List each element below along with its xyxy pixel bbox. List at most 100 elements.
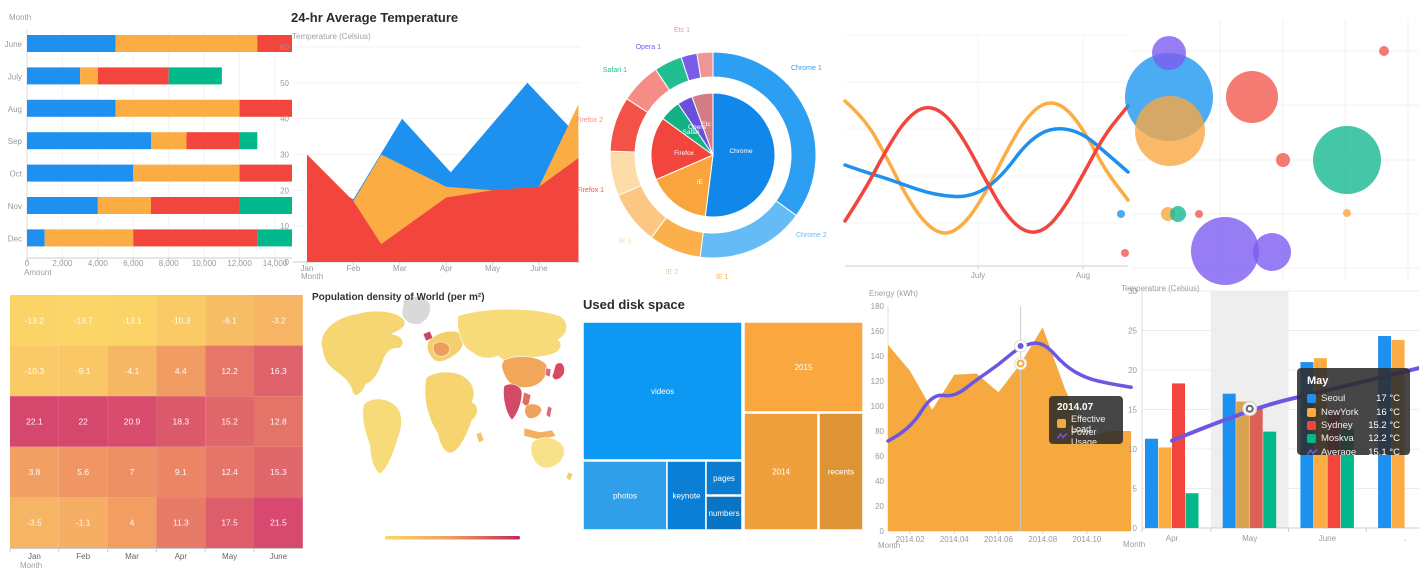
map-north-america (321, 310, 406, 396)
axis-label: June (530, 264, 548, 273)
axis-label: Feb (76, 552, 90, 561)
city-bar (1249, 407, 1263, 528)
axis-label: 30 (280, 151, 289, 160)
axis-label: May (1242, 534, 1257, 543)
heatmap-cell (205, 295, 254, 346)
heatmap-cell (10, 345, 59, 397)
pie-outer-label: IE 3 (619, 238, 632, 245)
red-area (307, 154, 579, 262)
axis-label: Dec (8, 234, 22, 243)
pie-outer-label: Opera 1 (636, 44, 661, 51)
bar-segment (27, 99, 116, 117)
bar-segment (257, 35, 292, 52)
axis-label: July (8, 72, 22, 81)
world-density-map[interactable] (321, 296, 574, 540)
heatmap-value: -6.1 (222, 315, 237, 325)
energy-xaxis-name: Month (878, 541, 901, 550)
heatmap-cell (254, 396, 303, 447)
heatmap-value: 12.4 (221, 467, 238, 477)
axis-label: Feb (347, 264, 361, 273)
tooltip-value: 15.1 °C (1368, 446, 1400, 455)
treemap-label: recents (828, 468, 854, 477)
effective-load-icon (1057, 419, 1066, 428)
bar-segment (27, 197, 98, 214)
heatmap-cell (156, 446, 206, 498)
city-bar (1185, 493, 1199, 528)
map-china (501, 356, 548, 388)
map-greenland (401, 296, 431, 325)
axis-label: July (971, 271, 985, 280)
pie-slice (655, 154, 714, 218)
treemap-node (666, 460, 707, 531)
bubble (1135, 96, 1205, 166)
heatmap-cell (58, 497, 108, 548)
axis-label: Nov (8, 202, 22, 211)
bar-segment (27, 164, 134, 182)
hbar-yaxis-name: Month (9, 13, 32, 22)
heatmap-value: 22.1 (26, 417, 43, 427)
heatmap-value: -10.3 (171, 315, 191, 325)
map-colorbar[interactable] (385, 536, 520, 540)
pie-slice (704, 92, 776, 218)
heatmap-cell (58, 345, 108, 397)
stacked-bar-chart[interactable]: 0 2,000 4,000 6,000 8,000 10,000 12,000 14,000 J… (5, 30, 292, 268)
tooltip-value: 12.2 °C (1368, 433, 1400, 445)
red-line (843, 104, 1130, 234)
heatmap-cell (205, 497, 254, 548)
map-korea (544, 367, 552, 378)
axis-label: 140 (871, 352, 885, 361)
temperature-heatmap[interactable]: -13.2 -13.7 -13.1 -10.3 -6.1 -3.2 -10.3 -9.1 -4.… (9, 295, 303, 561)
pie-outer-label: IE 1 (716, 274, 729, 281)
bar-segment (115, 35, 258, 52)
heatmap-cell (107, 497, 157, 548)
hbar-xaxis-name: Amount (24, 268, 52, 277)
pie-inner-label: Chrome (729, 148, 753, 155)
bar-segment (27, 35, 116, 52)
map-western-europe (432, 341, 451, 357)
treemap-label: keynote (672, 492, 701, 501)
axis-label: 25 (1128, 327, 1137, 336)
pie-outer-label: Etc 1 (674, 27, 690, 34)
axis-label: 10 (280, 222, 289, 231)
area-chart-title: 24-hr Average Temperature (291, 10, 459, 25)
tooltip-series-name: Seoul (1321, 393, 1346, 405)
axis-label: 20 (875, 502, 884, 511)
map-australia (530, 437, 565, 469)
bar-segment (150, 132, 187, 150)
heatmap-cell (10, 295, 59, 346)
map-title: Population density of World (per m²) (312, 292, 485, 303)
treemap-label: videos (651, 387, 674, 396)
tooltip-value: 17 °C (1376, 393, 1400, 405)
axis-label: 20 (1128, 366, 1137, 375)
bubble (1117, 210, 1125, 218)
city-bar (1172, 383, 1185, 528)
energy-area-line-chart[interactable]: 0 20 40 60 80 100 120 140 160 180 2014.02 2014.04 20… (871, 302, 1133, 544)
bubble (1152, 36, 1186, 70)
tooltip-row: Sydney 15.2 °C (1307, 419, 1400, 432)
tooltip-row: Seoul 17 °C (1307, 392, 1400, 405)
effective-load-marker (1016, 359, 1025, 368)
treemap-node (743, 321, 864, 413)
axis-label: 0 (25, 259, 30, 268)
axis-label: 100 (871, 402, 885, 411)
heatmap-cell (107, 345, 157, 397)
axis-label: . (1404, 534, 1406, 543)
citybars-xaxis-name: Month (1123, 540, 1146, 549)
temperature-area-chart[interactable]: 0 10 20 30 40 50 60 Jan Feb Mar Apr May June (280, 43, 580, 273)
axis-label: Mar (125, 552, 139, 561)
disk-treemap[interactable]: videos photos keynote pages numbers 2015 2014 r… (582, 321, 864, 531)
bubble (1313, 126, 1381, 194)
heatmap-value: 3.8 (28, 467, 40, 477)
map-africa (424, 371, 478, 454)
heatmap-value: 12.8 (270, 417, 287, 427)
heatmap-value: 22 (78, 417, 88, 427)
heatmap-value: 5.6 (77, 467, 89, 477)
effective-load-area (888, 327, 1132, 531)
sine-line-chart[interactable]: July Aug (843, 34, 1130, 280)
map-japan (551, 362, 565, 380)
bubble-scatter-chart[interactable] (1117, 20, 1419, 285)
tooltip-row: Average 15.1 °C (1306, 446, 1400, 455)
moskva-icon (1307, 434, 1316, 444)
axis-label: 120 (871, 377, 885, 386)
